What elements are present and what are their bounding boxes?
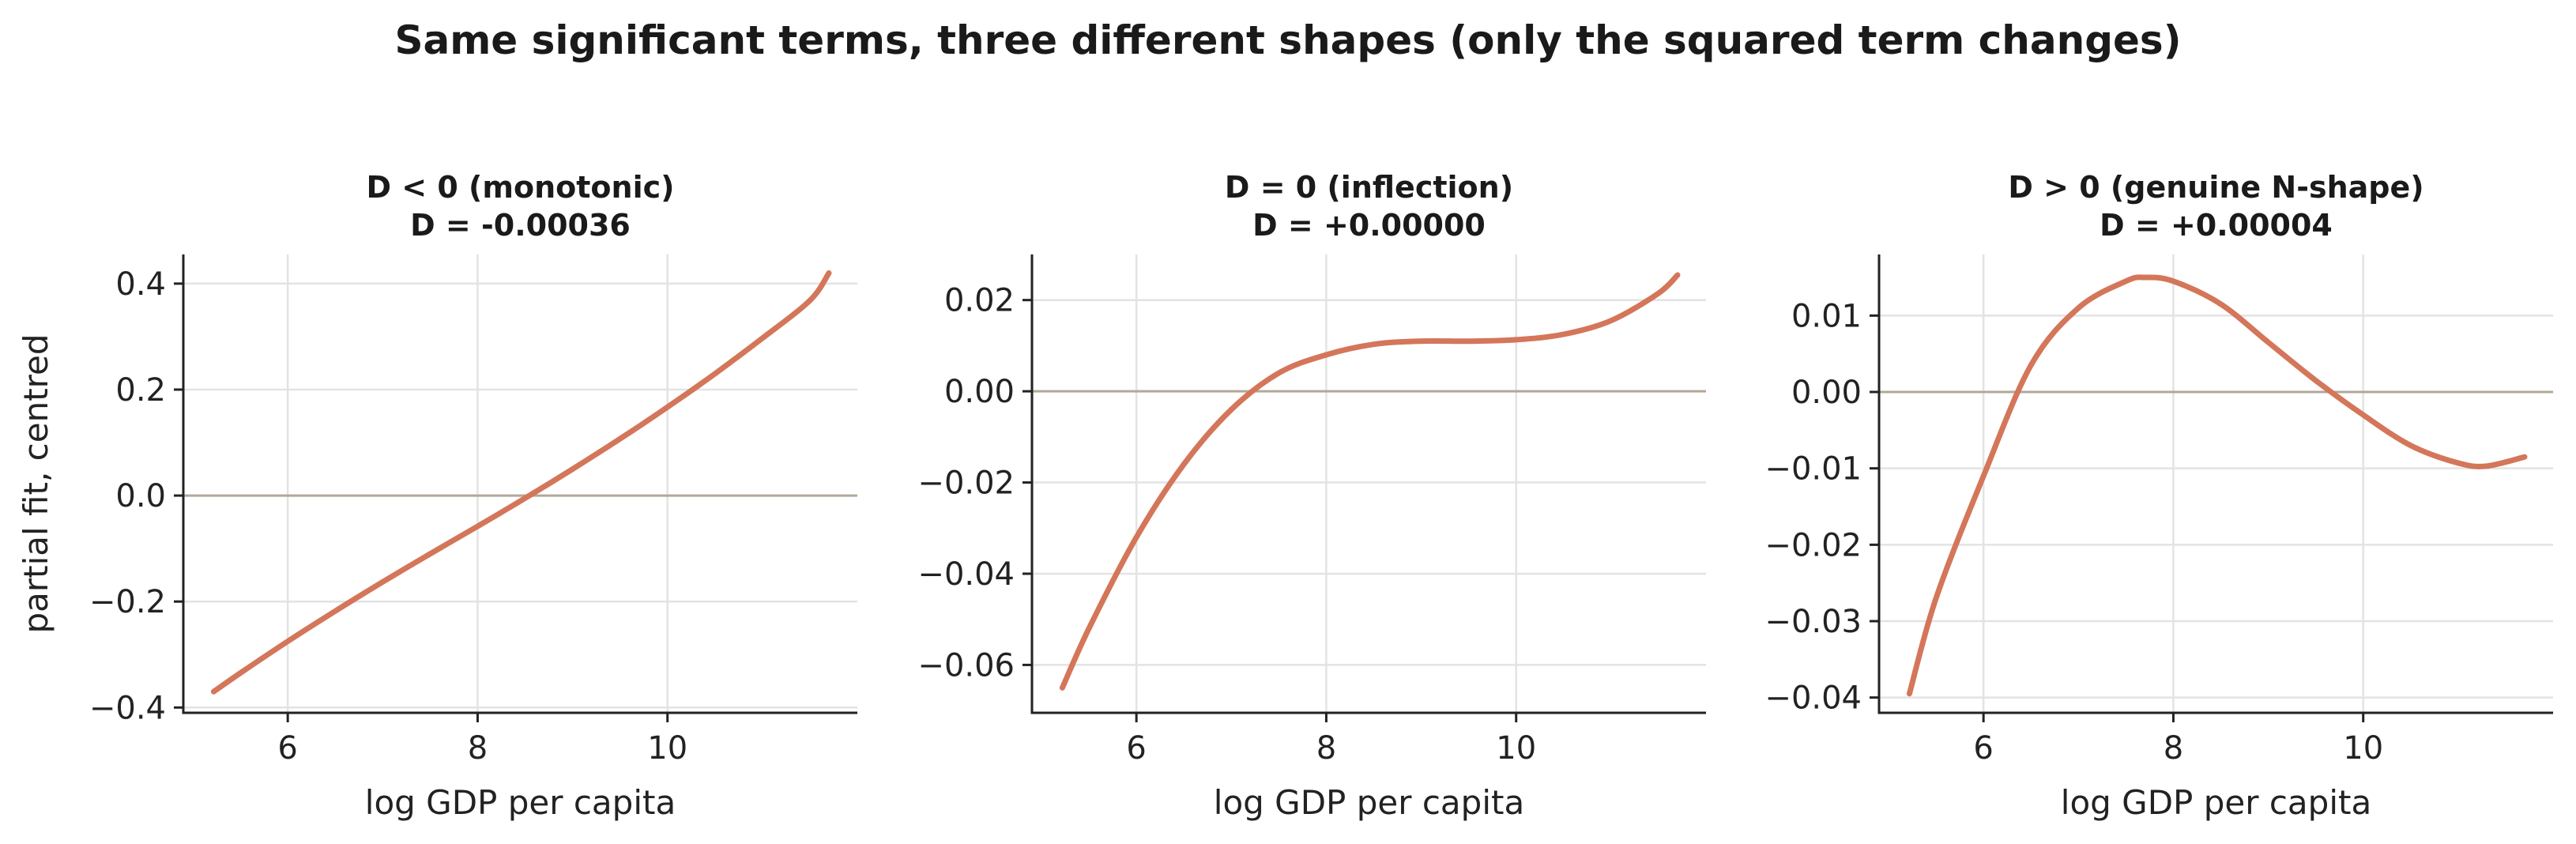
inflection-y-tick-label: 0.00: [944, 374, 1015, 410]
inflection-x-tick-label: 6: [1126, 730, 1146, 767]
n-shape-x-tick-label: 10: [2343, 730, 2383, 767]
inflection-x-tick-label: 10: [1496, 730, 1536, 767]
monotonic-series-line: [210, 270, 832, 695]
monotonic-y-tick-label: −0.2: [89, 584, 166, 620]
monotonic-x-tick-label: 6: [277, 730, 297, 767]
inflection-y-tick-label: −0.06: [917, 647, 1015, 684]
monotonic-x-tick-label: 10: [647, 730, 687, 767]
monotonic-y-tick-label: 0.2: [115, 372, 166, 409]
monotonic-y-tick-label: −0.4: [89, 690, 166, 726]
monotonic-y-tick-label: 0.0: [115, 478, 166, 514]
inflection-series-line: [1059, 272, 1681, 691]
panel-inflection: 6 8 10 −0.06 −0.04 −0.02 0.00 0.02 D = 0 (inflec…: [917, 170, 1706, 822]
n-shape-x-tick-label: 6: [1973, 730, 1993, 767]
monotonic-title-line-1: D < 0 (monotonic): [367, 170, 675, 205]
inflection-y-tick-label: −0.04: [917, 556, 1015, 593]
n-shape-y-tick-label: 0.00: [1791, 375, 1862, 411]
monotonic-x-axis-label: log GDP per capita: [365, 783, 676, 822]
monotonic-y-axis-label: partial fit, centred: [17, 333, 55, 633]
n-shape-y-tick-label: −0.04: [1764, 680, 1862, 717]
n-shape-x-axis-label: log GDP per capita: [2061, 783, 2371, 822]
inflection-title-line-1: D = 0 (inflection): [1225, 170, 1513, 205]
inflection-x-axis-label: log GDP per capita: [1214, 783, 1524, 822]
n-shape-title-line-1: D > 0 (genuine N-shape): [2008, 170, 2423, 205]
monotonic-title-line-2: D = -0.00036: [410, 208, 631, 243]
monotonic-y-tick-label: 0.4: [115, 266, 166, 303]
inflection-y-tick-label: 0.02: [944, 283, 1015, 319]
panel-n-shape: 6 8 10 −0.04 −0.03 −0.02 −0.01 0.00 0.01 D > 0 (g…: [1764, 170, 2553, 822]
n-shape-y-tick-label: 0.01: [1791, 298, 1862, 334]
n-shape-title-line-2: D = +0.00004: [2100, 208, 2333, 243]
n-shape-x-tick-label: 8: [2164, 730, 2183, 767]
inflection-title-line-2: D = +0.00000: [1252, 208, 1486, 243]
n-shape-y-tick-label: −0.01: [1764, 451, 1862, 488]
n-shape-y-tick-label: −0.03: [1764, 604, 1862, 640]
inflection-y-tick-label: −0.02: [917, 465, 1015, 502]
n-shape-series-line: [1906, 274, 2528, 697]
panel-monotonic: 6 8 10 −0.4 −0.2 0.0 0.2 0.4 D < 0 (monotonic)D …: [17, 170, 857, 822]
n-shape-y-tick-label: −0.02: [1764, 527, 1862, 563]
inflection-x-tick-label: 8: [1316, 730, 1336, 767]
monotonic-x-tick-label: 8: [468, 730, 488, 767]
figure-title: Same significant terms, three different …: [394, 17, 2181, 63]
